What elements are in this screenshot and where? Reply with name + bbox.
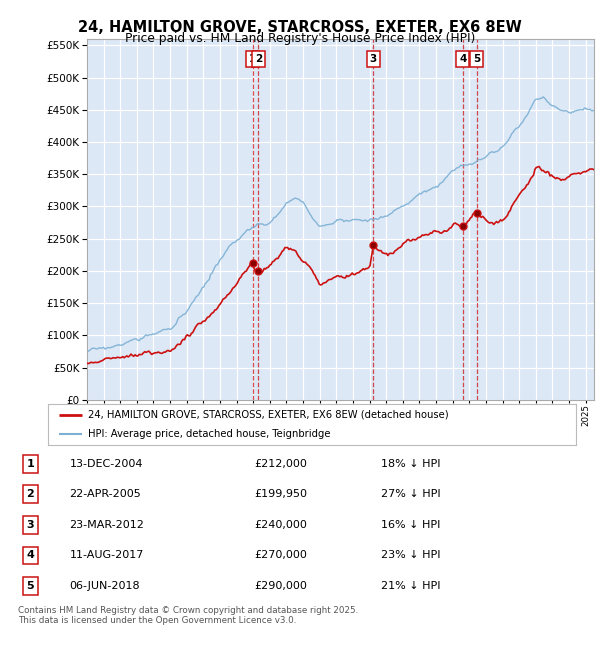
Text: Price paid vs. HM Land Registry's House Price Index (HPI): Price paid vs. HM Land Registry's House … — [125, 32, 475, 45]
Text: 24, HAMILTON GROVE, STARCROSS, EXETER, EX6 8EW: 24, HAMILTON GROVE, STARCROSS, EXETER, E… — [78, 20, 522, 34]
Text: 23% ↓ HPI: 23% ↓ HPI — [380, 551, 440, 560]
Text: 24, HAMILTON GROVE, STARCROSS, EXETER, EX6 8EW (detached house): 24, HAMILTON GROVE, STARCROSS, EXETER, E… — [88, 410, 448, 420]
Text: 1: 1 — [249, 54, 256, 64]
Text: £212,000: £212,000 — [254, 459, 307, 469]
Text: 4: 4 — [459, 54, 467, 64]
Text: 5: 5 — [473, 54, 480, 64]
Text: 2: 2 — [26, 489, 34, 499]
Text: HPI: Average price, detached house, Teignbridge: HPI: Average price, detached house, Teig… — [88, 428, 330, 439]
Text: 11-AUG-2017: 11-AUG-2017 — [70, 551, 144, 560]
Text: 3: 3 — [26, 520, 34, 530]
Text: 21% ↓ HPI: 21% ↓ HPI — [380, 581, 440, 591]
Text: 23-MAR-2012: 23-MAR-2012 — [70, 520, 145, 530]
Text: £290,000: £290,000 — [254, 581, 307, 591]
Text: 06-JUN-2018: 06-JUN-2018 — [70, 581, 140, 591]
Text: 5: 5 — [26, 581, 34, 591]
Text: 18% ↓ HPI: 18% ↓ HPI — [380, 459, 440, 469]
Text: 1: 1 — [26, 459, 34, 469]
Text: £240,000: £240,000 — [254, 520, 307, 530]
Text: 3: 3 — [370, 54, 377, 64]
Text: £270,000: £270,000 — [254, 551, 307, 560]
Text: 4: 4 — [26, 551, 34, 560]
Text: £199,950: £199,950 — [254, 489, 307, 499]
Text: 16% ↓ HPI: 16% ↓ HPI — [380, 520, 440, 530]
Text: 2: 2 — [255, 54, 262, 64]
Text: Contains HM Land Registry data © Crown copyright and database right 2025.
This d: Contains HM Land Registry data © Crown c… — [18, 606, 358, 625]
Text: 27% ↓ HPI: 27% ↓ HPI — [380, 489, 440, 499]
Text: 22-APR-2005: 22-APR-2005 — [70, 489, 142, 499]
Text: 13-DEC-2004: 13-DEC-2004 — [70, 459, 143, 469]
